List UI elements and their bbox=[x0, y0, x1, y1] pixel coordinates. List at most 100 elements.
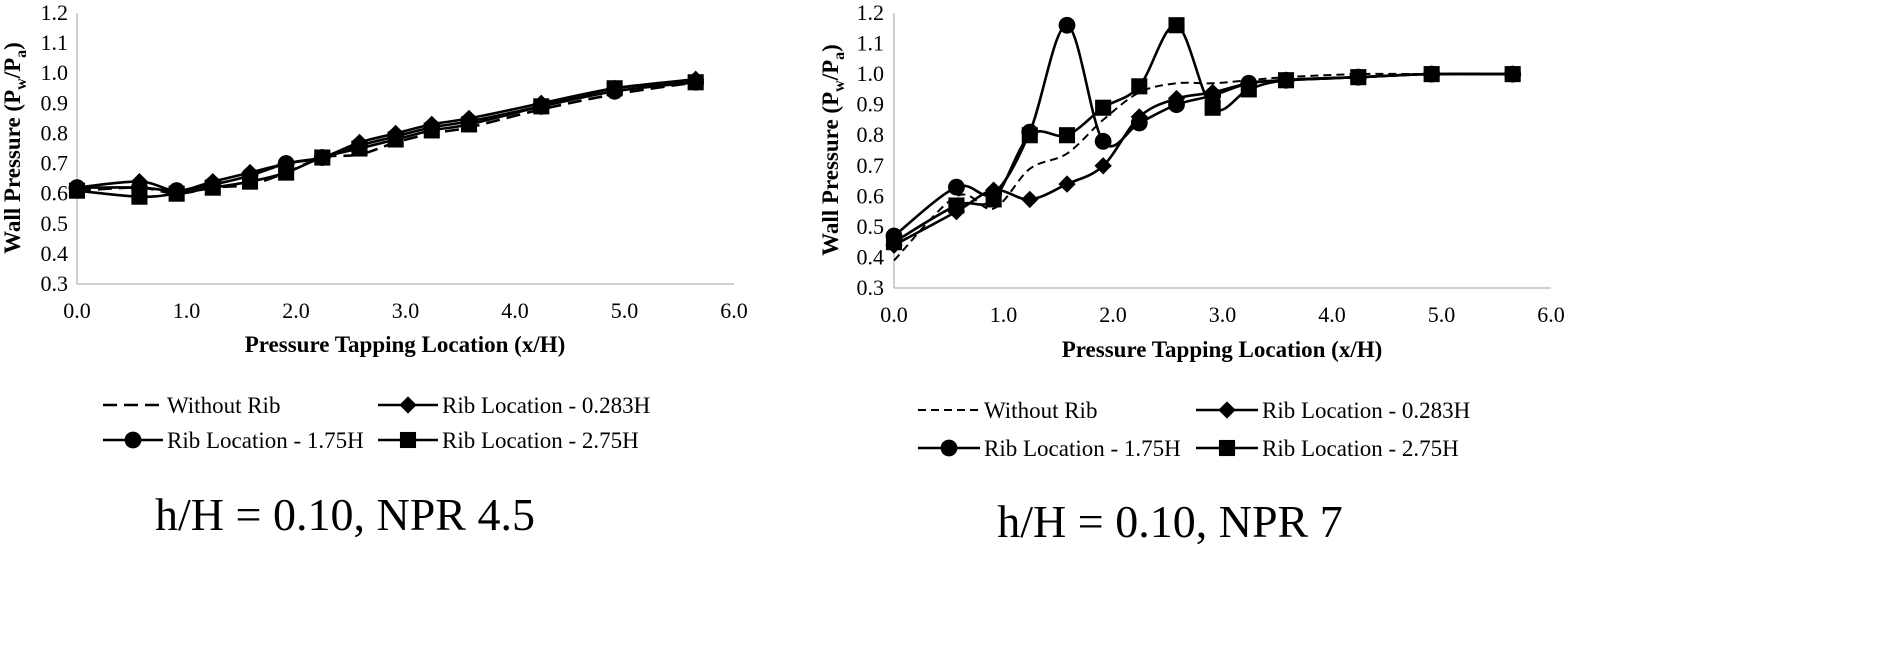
y-tick-label: 1.0 bbox=[857, 61, 885, 86]
square-marker bbox=[1350, 69, 1367, 86]
legend-item: Without Rib bbox=[918, 398, 1097, 423]
x-tick-label: 2.0 bbox=[1099, 302, 1127, 327]
y-tick-label: 1.0 bbox=[41, 60, 69, 85]
y-axis-title-part: Wall Pressure (P bbox=[818, 92, 843, 256]
y-tick-label: 0.3 bbox=[857, 275, 885, 300]
series-rib-location-1-75h bbox=[885, 16, 1522, 245]
y-tick-label: 0.5 bbox=[857, 214, 885, 239]
x-tick-label: 0.0 bbox=[63, 298, 91, 323]
y-axis-title-part: ) bbox=[0, 42, 25, 50]
x-axis-title: Pressure Tapping Location (x/H) bbox=[245, 332, 566, 357]
circle-marker bbox=[1094, 132, 1112, 150]
square-marker bbox=[1504, 66, 1521, 83]
square-marker bbox=[687, 74, 704, 91]
square-marker bbox=[314, 149, 331, 166]
y-tick-label: 0.9 bbox=[41, 90, 69, 115]
circle-marker bbox=[1168, 96, 1185, 114]
square-marker bbox=[606, 80, 623, 97]
legend-label: Rib Location - 0.283H bbox=[442, 393, 650, 418]
square-marker bbox=[885, 234, 903, 251]
circle-marker bbox=[948, 178, 965, 196]
square-marker bbox=[278, 164, 295, 181]
y-tick-label: 1.2 bbox=[41, 0, 69, 25]
y-tick-label: 0.3 bbox=[41, 271, 69, 296]
diamond-marker bbox=[1218, 401, 1236, 419]
legend-label: Without Rib bbox=[984, 398, 1097, 423]
circle-marker bbox=[1058, 16, 1076, 34]
x-tick-label: 4.0 bbox=[1318, 302, 1346, 327]
series-rib-location-2-75h bbox=[885, 17, 1521, 251]
y-tick-label: 0.7 bbox=[41, 151, 69, 176]
y-tick-label: 0.6 bbox=[41, 181, 69, 206]
y-tick-label: 1.1 bbox=[41, 30, 69, 55]
chart-caption: h/H = 0.10, NPR 4.5 bbox=[155, 489, 535, 540]
square-marker bbox=[1277, 72, 1295, 89]
legend-label: Rib Location - 2.75H bbox=[1262, 436, 1459, 461]
legend-item: Rib Location - 1.75H bbox=[103, 428, 364, 453]
chart-panel-1: 0.3 0.4 0.5 0.6 0.7 0.8 0.9 1.0 1.1 1.2 0.0 1.0 2.0 3… bbox=[0, 0, 748, 540]
y-axis-title-subscript: a bbox=[13, 50, 30, 58]
square-marker bbox=[241, 173, 259, 190]
x-tick-label: 0.0 bbox=[880, 302, 908, 327]
square-marker bbox=[948, 197, 965, 214]
series-line bbox=[893, 23, 1513, 244]
circle-marker bbox=[940, 439, 958, 457]
diamond-marker bbox=[399, 396, 417, 414]
legend-item: Rib Location - 2.75H bbox=[378, 428, 639, 453]
series-line bbox=[893, 72, 1513, 262]
y-axis-title-subscript: a bbox=[831, 52, 848, 60]
square-marker bbox=[351, 140, 368, 157]
square-marker bbox=[204, 179, 221, 196]
x-tick-label: 5.0 bbox=[1428, 302, 1456, 327]
square-marker bbox=[168, 185, 185, 202]
x-axis-title: Pressure Tapping Location (x/H) bbox=[1062, 337, 1383, 362]
y-axis-title-part: /P bbox=[0, 58, 25, 79]
square-marker bbox=[423, 122, 440, 139]
legend-item: Rib Location - 0.283H bbox=[378, 393, 650, 418]
series-line bbox=[893, 72, 1513, 247]
legend-label: Rib Location - 2.75H bbox=[442, 428, 639, 453]
square-marker bbox=[1058, 127, 1076, 144]
x-tick-label: 6.0 bbox=[1537, 302, 1565, 327]
square-marker bbox=[1423, 66, 1440, 83]
y-axis-title-subscript: w bbox=[831, 80, 848, 92]
square-marker bbox=[533, 98, 550, 115]
legend-item: Rib Location - 1.75H bbox=[918, 436, 1181, 461]
x-tick-label: 3.0 bbox=[392, 298, 420, 323]
y-axis-title-part: /P bbox=[818, 60, 843, 81]
circle-marker bbox=[124, 431, 142, 449]
diamond-marker bbox=[1021, 190, 1039, 209]
y-tick-label: 1.1 bbox=[857, 31, 885, 56]
chart-panel-2: 0.3 0.4 0.5 0.6 0.7 0.8 0.9 1.0 1.1 1.2 0.0 1.0 2.0 3… bbox=[818, 0, 1565, 547]
square-marker bbox=[399, 431, 417, 449]
legend-label: Rib Location - 1.75H bbox=[167, 428, 364, 453]
square-marker bbox=[68, 182, 86, 199]
square-marker bbox=[985, 191, 1002, 208]
x-tick-label: 2.0 bbox=[282, 298, 310, 323]
y-axis-title-part: ) bbox=[818, 44, 843, 52]
square-marker bbox=[1131, 78, 1148, 95]
square-marker bbox=[1168, 17, 1185, 34]
series-rib-location-2-75h bbox=[68, 74, 704, 205]
x-tick-label: 1.0 bbox=[173, 298, 201, 323]
square-marker bbox=[460, 116, 478, 133]
square-marker bbox=[1218, 439, 1236, 457]
series-without-rib bbox=[893, 72, 1513, 262]
legend-label: Without Rib bbox=[167, 393, 280, 418]
y-axis-title-part: Wall Pressure (P bbox=[0, 90, 25, 254]
y-tick-label: 0.7 bbox=[857, 153, 885, 178]
x-tick-label: 4.0 bbox=[501, 298, 529, 323]
square-marker bbox=[131, 188, 148, 205]
y-tick-label: 0.6 bbox=[857, 183, 885, 208]
legend-item: Rib Location - 0.283H bbox=[1196, 398, 1470, 423]
legend: Without Rib Rib Location - 0.283H Rib Loca… bbox=[103, 393, 650, 453]
y-tick-label: 0.8 bbox=[41, 120, 69, 145]
diamond-marker bbox=[1058, 175, 1076, 193]
square-marker bbox=[387, 131, 404, 148]
square-marker bbox=[1240, 81, 1257, 98]
legend-label: Rib Location - 1.75H bbox=[984, 436, 1181, 461]
y-tick-label: 0.5 bbox=[41, 211, 69, 236]
square-marker bbox=[1204, 99, 1221, 116]
legend-label: Rib Location - 0.283H bbox=[1262, 398, 1470, 423]
